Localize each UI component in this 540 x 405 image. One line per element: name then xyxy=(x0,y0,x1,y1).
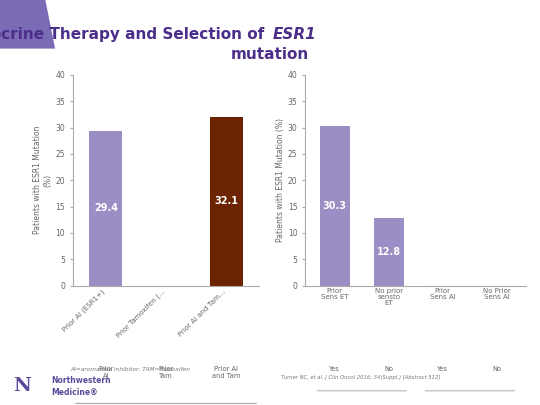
Text: Northwestern: Northwestern xyxy=(51,376,111,385)
Y-axis label: Patients with ESR1 Mutation (%): Patients with ESR1 Mutation (%) xyxy=(276,118,285,242)
Text: Prior
Tam: Prior Tam xyxy=(158,366,174,379)
Text: 32.1: 32.1 xyxy=(214,196,238,206)
Text: Prior Endocrine Therapy and Selection of: Prior Endocrine Therapy and Selection of xyxy=(0,27,270,42)
Text: mutation: mutation xyxy=(231,47,309,62)
Bar xyxy=(320,126,349,286)
Bar xyxy=(210,117,242,286)
Text: No: No xyxy=(492,366,501,371)
Text: Yes: Yes xyxy=(437,366,448,371)
Text: Turner NC, et al. J Clin Oncol 2016; 34(Suppl.) [Abstract 512]: Turner NC, et al. J Clin Oncol 2016; 34(… xyxy=(281,375,440,379)
Text: 29.4: 29.4 xyxy=(94,203,118,213)
Text: No: No xyxy=(384,366,393,371)
Text: Medicine®: Medicine® xyxy=(51,388,98,396)
Bar xyxy=(90,131,123,286)
Polygon shape xyxy=(0,0,55,49)
Text: Yes: Yes xyxy=(329,366,340,371)
Text: N: N xyxy=(12,377,31,395)
Text: 12.8: 12.8 xyxy=(377,247,401,257)
Text: 30.3: 30.3 xyxy=(323,201,347,211)
Bar xyxy=(374,218,403,286)
Text: AI=aromatase inhibitor; TAM=Tamoxifen: AI=aromatase inhibitor; TAM=Tamoxifen xyxy=(70,367,190,371)
Y-axis label: Patients with ESR1 Mutation
(%): Patients with ESR1 Mutation (%) xyxy=(33,126,53,234)
Text: Prior
AI: Prior AI xyxy=(98,366,113,379)
Text: ESR1: ESR1 xyxy=(273,27,316,42)
Text: Prior AI
and Tam: Prior AI and Tam xyxy=(212,366,240,379)
